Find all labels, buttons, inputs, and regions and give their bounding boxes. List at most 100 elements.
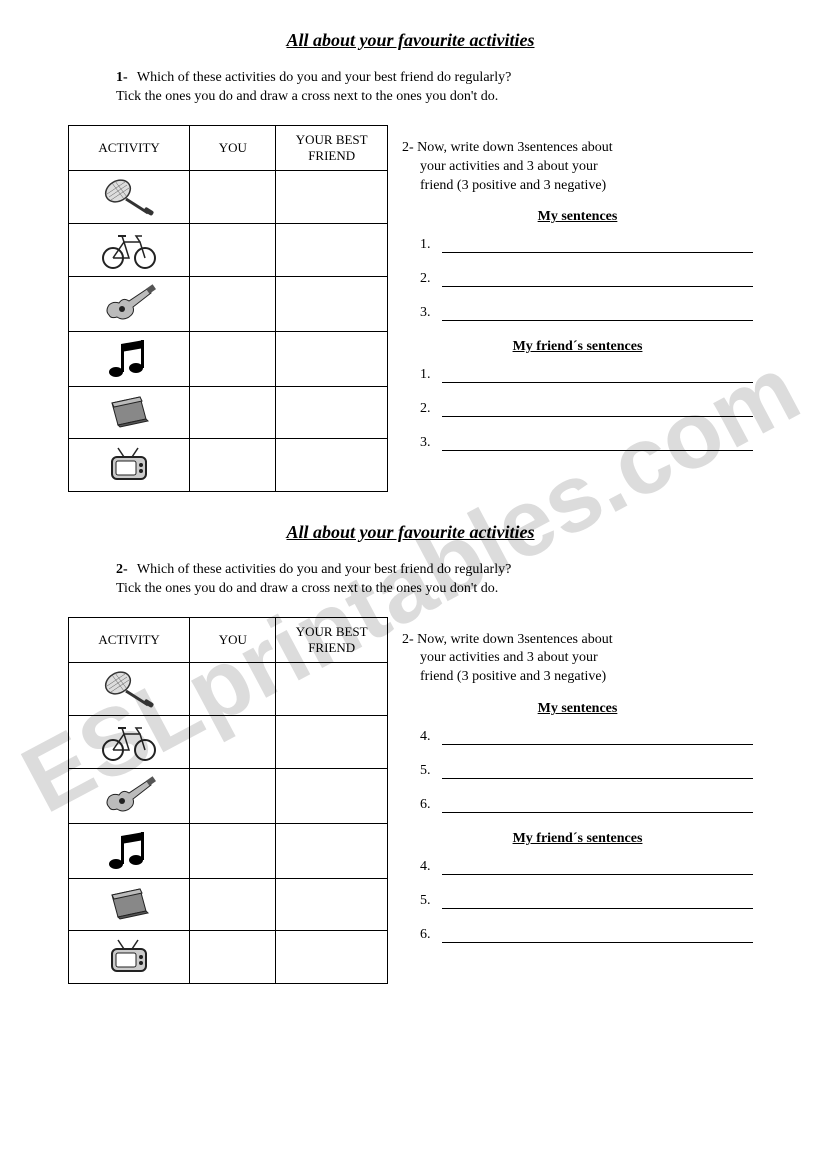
- instr2-l1: Now, write down 3sentences about: [417, 632, 612, 647]
- sentence-line[interactable]: 4.: [420, 729, 753, 745]
- worksheet-page: All about your favourite activities 1- W…: [0, 0, 821, 1034]
- instruction-line2: Tick the ones you do and draw a cross ne…: [116, 581, 498, 596]
- cell-you[interactable]: [190, 438, 276, 491]
- sentence-line[interactable]: 6.: [420, 797, 753, 813]
- table-header-row: ACTIVITY YOU YOUR BEST FRIEND: [69, 125, 388, 170]
- tennis-icon: [69, 170, 190, 223]
- cell-friend[interactable]: [276, 823, 388, 878]
- cell-friend[interactable]: [276, 768, 388, 823]
- line-number: 4.: [420, 859, 438, 875]
- table-row: [69, 715, 388, 768]
- instruction-1: 2- Which of these activities do you and …: [116, 561, 753, 599]
- table-row: [69, 331, 388, 386]
- friend-sentences-heading: My friend´s sentences: [402, 831, 753, 847]
- line-number: 6.: [420, 927, 438, 943]
- cell-you[interactable]: [190, 170, 276, 223]
- blank-line[interactable]: [442, 799, 753, 813]
- cell-you[interactable]: [190, 878, 276, 930]
- instruction-line1: Which of these activities do you and you…: [137, 70, 511, 85]
- sentence-line[interactable]: 4.: [420, 859, 753, 875]
- table-row: [69, 223, 388, 276]
- cell-friend[interactable]: [276, 386, 388, 438]
- section-title: All about your favourite activities: [68, 522, 753, 543]
- cell-you[interactable]: [190, 386, 276, 438]
- col-you: YOU: [190, 125, 276, 170]
- sentence-line[interactable]: 3.: [420, 305, 753, 321]
- instr2-num: 2-: [402, 632, 414, 647]
- col-activity: ACTIVITY: [69, 617, 190, 662]
- bicycle-icon: [69, 223, 190, 276]
- cell-you[interactable]: [190, 715, 276, 768]
- table-row: [69, 662, 388, 715]
- music-icon: [69, 823, 190, 878]
- sentence-line[interactable]: 6.: [420, 927, 753, 943]
- cell-friend[interactable]: [276, 331, 388, 386]
- col-friend: YOUR BEST FRIEND: [276, 125, 388, 170]
- blank-line[interactable]: [442, 929, 753, 943]
- cell-friend[interactable]: [276, 223, 388, 276]
- right-column: 2- Now, write down 3sentences about your…: [402, 125, 753, 492]
- line-number: 1.: [420, 367, 438, 383]
- blank-line[interactable]: [442, 437, 753, 451]
- sentence-line[interactable]: 5.: [420, 893, 753, 909]
- sentence-line[interactable]: 5.: [420, 763, 753, 779]
- cell-friend[interactable]: [276, 662, 388, 715]
- cell-you[interactable]: [190, 662, 276, 715]
- guitar-icon: [69, 768, 190, 823]
- worksheet-section-1: All about your favourite activities 1- W…: [68, 30, 753, 492]
- worksheet-section-2: All about your favourite activities 2- W…: [68, 522, 753, 984]
- instruction-number: 2-: [116, 562, 128, 577]
- instruction-line1: Which of these activities do you and you…: [137, 562, 511, 577]
- cell-friend[interactable]: [276, 878, 388, 930]
- blank-line[interactable]: [442, 369, 753, 383]
- line-number: 5.: [420, 893, 438, 909]
- table-row: [69, 768, 388, 823]
- instr2-l2: your activities and 3 about your: [420, 159, 598, 174]
- blank-line[interactable]: [442, 273, 753, 287]
- instruction-number: 1-: [116, 70, 128, 85]
- blank-line[interactable]: [442, 895, 753, 909]
- tv-icon: [69, 438, 190, 491]
- cell-you[interactable]: [190, 823, 276, 878]
- instruction-2: 2- Now, write down 3sentences about your…: [402, 631, 753, 688]
- blank-line[interactable]: [442, 731, 753, 745]
- line-number: 2.: [420, 271, 438, 287]
- line-number: 5.: [420, 763, 438, 779]
- sentence-line[interactable]: 2.: [420, 401, 753, 417]
- cell-friend[interactable]: [276, 438, 388, 491]
- blank-line[interactable]: [442, 403, 753, 417]
- tv-icon: [69, 930, 190, 983]
- cell-friend[interactable]: [276, 170, 388, 223]
- line-number: 4.: [420, 729, 438, 745]
- my-sentences-heading: My sentences: [402, 701, 753, 717]
- blank-line[interactable]: [442, 765, 753, 779]
- instr2-l1: Now, write down 3sentences about: [417, 140, 612, 155]
- instr2-l3: friend (3 positive and 3 negative): [420, 669, 606, 684]
- cell-friend[interactable]: [276, 930, 388, 983]
- cell-you[interactable]: [190, 276, 276, 331]
- cell-friend[interactable]: [276, 715, 388, 768]
- activity-table: ACTIVITY YOU YOUR BEST FRIEND: [68, 125, 388, 492]
- sentence-line[interactable]: 3.: [420, 435, 753, 451]
- line-number: 3.: [420, 435, 438, 451]
- tennis-icon: [69, 662, 190, 715]
- sentence-line[interactable]: 1.: [420, 237, 753, 253]
- cell-you[interactable]: [190, 768, 276, 823]
- blank-line[interactable]: [442, 307, 753, 321]
- cell-friend[interactable]: [276, 276, 388, 331]
- line-number: 6.: [420, 797, 438, 813]
- blank-line[interactable]: [442, 861, 753, 875]
- instr2-num: 2-: [402, 140, 414, 155]
- cell-you[interactable]: [190, 331, 276, 386]
- instruction-2: 2- Now, write down 3sentences about your…: [402, 139, 753, 196]
- sentence-line[interactable]: 2.: [420, 271, 753, 287]
- line-number: 3.: [420, 305, 438, 321]
- cell-you[interactable]: [190, 930, 276, 983]
- instruction-line2: Tick the ones you do and draw a cross ne…: [116, 89, 498, 104]
- cell-you[interactable]: [190, 223, 276, 276]
- sentence-line[interactable]: 1.: [420, 367, 753, 383]
- blank-line[interactable]: [442, 239, 753, 253]
- table-row: [69, 438, 388, 491]
- table-row: [69, 386, 388, 438]
- col-you: YOU: [190, 617, 276, 662]
